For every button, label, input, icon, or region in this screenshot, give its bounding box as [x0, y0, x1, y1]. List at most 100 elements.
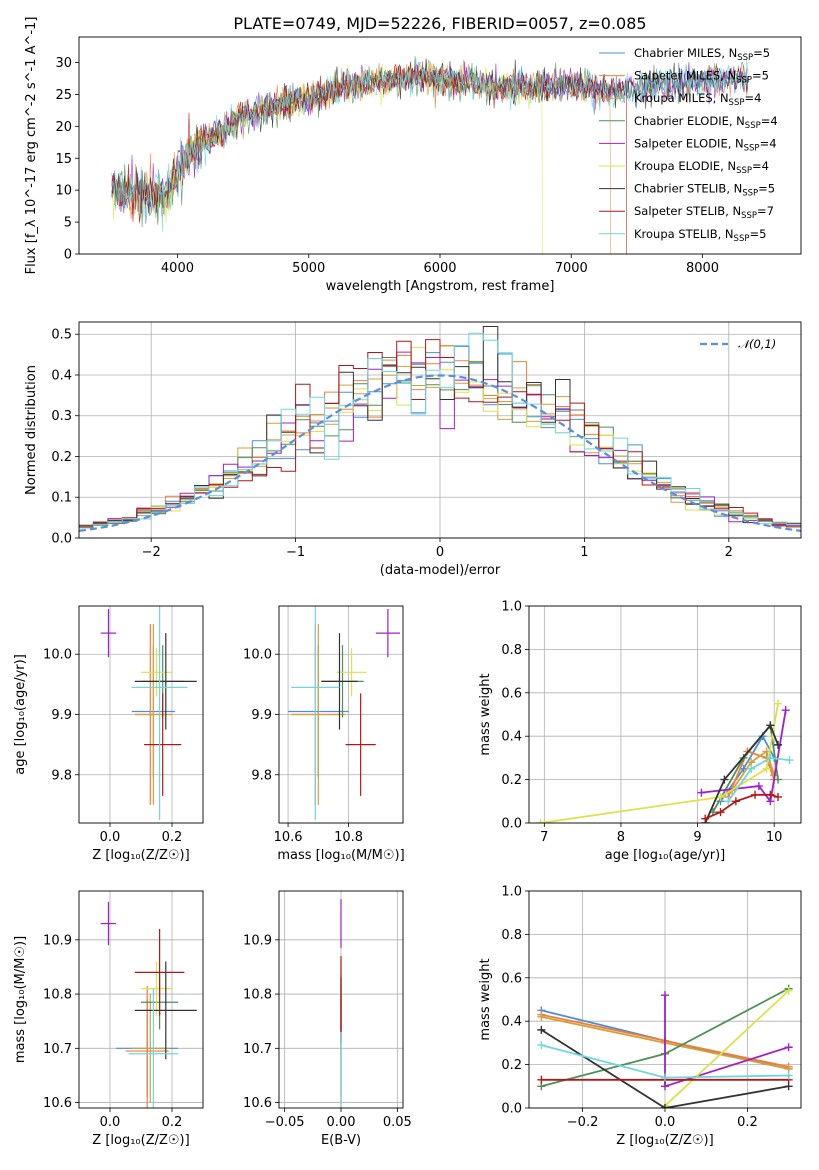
weight-series-line — [731, 749, 776, 792]
x-tick-label: 7000 — [555, 261, 588, 276]
legend-label: Chabrier ELODIE, NSSP=4 — [634, 114, 778, 131]
y-tick-label: 9.8 — [51, 768, 72, 783]
x-tick-label: 0.05 — [383, 1115, 412, 1130]
y-tick-label: 1.0 — [501, 600, 522, 615]
weight-point-marker — [762, 764, 771, 773]
weight-point-marker — [774, 699, 783, 708]
y-tick-label: 0.4 — [501, 730, 522, 745]
figure-title: PLATE=0749, MJD=52226, FIBERID=0057, z=0… — [233, 14, 646, 33]
weight-series-line — [664, 990, 790, 1107]
y-tick-label: 9.8 — [251, 768, 272, 783]
weight-point-marker — [661, 1104, 669, 1108]
errorbar-point — [128, 988, 179, 1108]
histogram-series — [79, 332, 801, 538]
z-vs-mass-ticks: 0.0 0.2 10.6 10.7 10.8 10.9 — [43, 933, 182, 1130]
weight-point-marker — [774, 775, 783, 784]
spectrum-panel: 4000 5000 6000 7000 8000 0 5 10 15 20 25 30 waveleng… — [24, 17, 802, 294]
y-tick-label: 0.6 — [501, 971, 522, 986]
weight-point-marker — [716, 792, 725, 801]
legend-label: Chabrier MILES, NSSP=5 — [634, 46, 770, 63]
y-tick-label: 0.8 — [501, 643, 522, 658]
y-tick-label: 0.2 — [501, 773, 522, 788]
z-vs-age-plot-area — [100, 606, 197, 820]
x-tick-label: 4000 — [161, 261, 194, 276]
x-axis-label: Z [log₁₀(Z/Z☉)] — [92, 848, 189, 863]
y-tick-label: 0.6 — [501, 686, 522, 701]
y-tick-label: 10.9 — [43, 933, 72, 948]
y-tick-label: 15 — [55, 152, 72, 167]
y-tick-label: 10.7 — [43, 1042, 72, 1057]
mass-vs-age-ticks: 10.6 10.8 9.8 9.9 10.0 — [243, 648, 363, 845]
y-tick-label: 1.0 — [501, 885, 522, 900]
x-tick-label: 0.0 — [100, 830, 121, 845]
weight-point-marker — [785, 756, 794, 765]
x-tick-label: −0.05 — [265, 1115, 305, 1130]
x-tick-label: 10.6 — [274, 830, 303, 845]
z-vs-weight-plot-area — [537, 984, 793, 1108]
weight-point-marker — [536, 819, 545, 823]
x-tick-label: 6000 — [423, 261, 456, 276]
legend-label: Salpeter ELODIE, NSSP=4 — [634, 136, 777, 153]
residuals-panel: −2 −1 0 1 2 0.0 0.1 0.2 0.3 0.4 0.5 (data-model)/er… — [24, 321, 802, 578]
y-tick-label: 10.6 — [243, 1096, 272, 1111]
x-tick-label: 7 — [540, 830, 548, 845]
errorbar-point — [336, 648, 367, 697]
weight-series-line — [540, 703, 779, 823]
ebv-vs-mass-panel: −0.05 0.00 0.05 10.6 10.7 10.8 10.9 E(B-V) — [243, 890, 412, 1148]
x-tick-label: 0.0 — [100, 1115, 121, 1130]
weight-point-marker — [537, 1012, 546, 1021]
weight-point-marker — [537, 1025, 546, 1034]
legend-label: Kroupa MILES, NSSP=4 — [634, 91, 761, 108]
weight-point-marker — [697, 788, 706, 797]
z-vs-weight-panel: −0.2 0.0 0.2 0.0 0.2 0.4 0.6 0.8 1.0 Z [log₁₀(Z/Z… — [478, 885, 802, 1148]
x-tick-label: 5000 — [292, 261, 325, 276]
y-axis-label: age [log₁₀(age/yr)] — [13, 654, 28, 775]
x-tick-label: 0.0 — [655, 1115, 676, 1130]
y-tick-label: 0.4 — [51, 368, 72, 383]
y-tick-label: 9.9 — [251, 708, 272, 723]
weight-point-marker — [661, 991, 669, 1000]
errorbar-point — [131, 994, 169, 1103]
x-tick-label: 1 — [580, 545, 588, 560]
z-vs-age-panel: 0.0 0.2 9.8 9.9 10.0 Z [log₁₀(Z/Z☉)] age [log₁… — [13, 605, 204, 863]
y-axis-label: Flux [f_λ 10^-17 erg cm^-2 s^-1 A^-1] — [24, 17, 39, 275]
z-vs-weight-frame — [528, 890, 802, 1109]
weight-point-marker — [701, 814, 710, 823]
weight-series-line — [727, 756, 790, 802]
y-tick-label: 10.9 — [243, 933, 272, 948]
y-tick-label: 10.8 — [43, 988, 72, 1003]
errorbar-point — [144, 693, 182, 796]
spectrum-legend: Chabrier MILES, NSSP=5 Salpeter MILES, NS… — [599, 46, 778, 244]
age-vs-weight-frame — [528, 605, 802, 824]
errorbar-point — [134, 633, 197, 730]
weight-point-marker — [724, 797, 733, 806]
y-tick-label: 20 — [55, 120, 72, 135]
z-vs-mass-plot-area — [100, 901, 197, 1108]
weight-point-marker — [774, 792, 783, 801]
y-tick-label: 0.2 — [501, 1058, 522, 1073]
x-axis-label: Z [log₁₀(Z/Z☉)] — [616, 1133, 713, 1148]
y-axis-label: mass [log₁₀(M/M☉)] — [13, 936, 28, 1063]
weight-point-marker — [747, 764, 756, 773]
y-axis-label: mass weight — [478, 958, 493, 1040]
y-tick-label: 0.3 — [51, 409, 72, 424]
x-axis-label: Z [log₁₀(Z/Z☉)] — [92, 1133, 189, 1148]
x-axis-label: E(B-V) — [321, 1133, 361, 1148]
spectrum-series-line — [111, 58, 748, 232]
legend-label: 𝒩(0,1) — [738, 337, 776, 351]
y-tick-label: 0.8 — [501, 928, 522, 943]
x-tick-label: 8 — [617, 830, 625, 845]
weight-point-marker — [731, 797, 740, 806]
z-vs-mass-panel: 0.0 0.2 10.6 10.7 10.8 10.9 Z [log₁₀(Z/Z☉)] mas… — [13, 890, 204, 1148]
errorbar-point — [134, 961, 197, 1060]
x-axis-label: (data-model)/error — [380, 563, 501, 578]
ebv-vs-mass-frame — [278, 890, 404, 1109]
errorbar-point — [141, 648, 172, 697]
errorbar-point — [291, 624, 346, 805]
weight-point-marker — [784, 1043, 793, 1052]
legend-label: Kroupa ELODIE, NSSP=4 — [634, 159, 769, 176]
y-tick-label: 0.2 — [51, 450, 72, 465]
y-tick-label: 0.1 — [51, 491, 72, 506]
y-tick-label: 10 — [55, 184, 72, 199]
x-tick-label: 0.2 — [162, 830, 183, 845]
